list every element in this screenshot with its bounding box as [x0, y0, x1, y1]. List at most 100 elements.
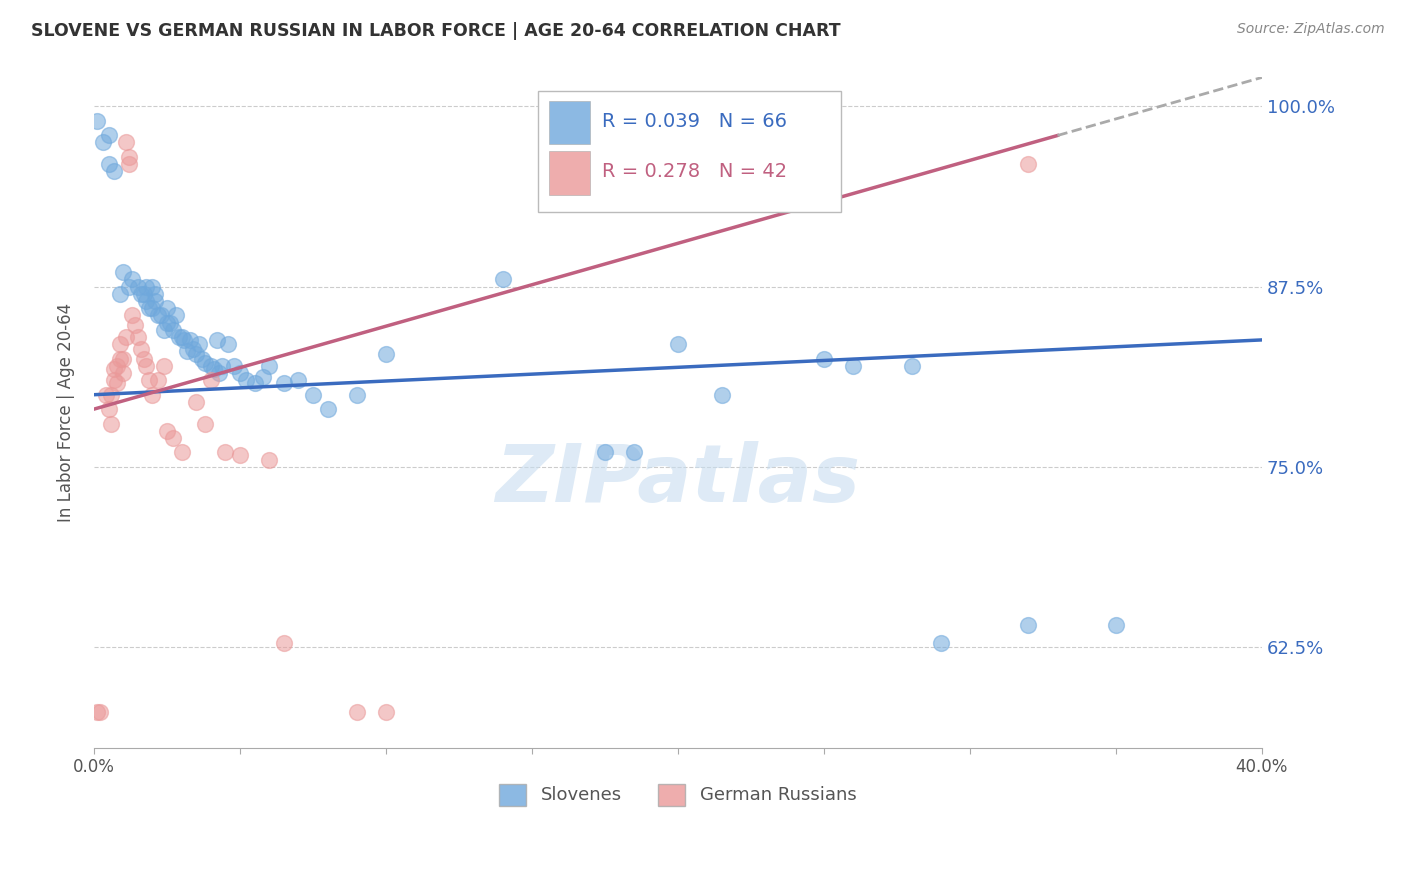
Point — [112, 351, 135, 366]
Text: Source: ZipAtlas.com: Source: ZipAtlas.com — [1237, 22, 1385, 37]
Point — [287, 373, 309, 387]
Point — [179, 333, 201, 347]
Point — [208, 366, 231, 380]
Point — [91, 136, 114, 150]
Bar — [550, 152, 591, 194]
Text: R = 0.278   N = 42: R = 0.278 N = 42 — [602, 161, 787, 181]
Point — [710, 388, 733, 402]
Point — [1105, 618, 1128, 632]
Point — [86, 705, 108, 719]
Point — [138, 373, 160, 387]
Point — [211, 359, 233, 373]
Point — [112, 366, 135, 380]
Point — [115, 330, 138, 344]
Point — [257, 359, 280, 373]
Point — [252, 370, 274, 384]
Y-axis label: In Labor Force | Age 20-64: In Labor Force | Age 20-64 — [58, 303, 75, 523]
Point — [97, 402, 120, 417]
Point — [132, 286, 155, 301]
Point — [273, 376, 295, 391]
Point — [346, 388, 368, 402]
Point — [159, 316, 181, 330]
Text: R = 0.039   N = 66: R = 0.039 N = 66 — [602, 112, 787, 130]
Point — [127, 279, 149, 293]
Point — [217, 337, 239, 351]
FancyBboxPatch shape — [537, 91, 841, 211]
Legend: Slovenes, German Russians: Slovenes, German Russians — [492, 776, 863, 813]
Point — [141, 388, 163, 402]
Point — [346, 705, 368, 719]
Point — [118, 157, 141, 171]
Point — [143, 286, 166, 301]
Point — [135, 293, 157, 308]
Point — [191, 351, 214, 366]
Point — [1017, 157, 1039, 171]
Point — [900, 359, 922, 373]
Point — [374, 347, 396, 361]
Point — [257, 452, 280, 467]
Point — [593, 445, 616, 459]
Point — [165, 309, 187, 323]
Point — [229, 366, 252, 380]
Point — [302, 388, 325, 402]
Point — [105, 359, 128, 373]
Point — [150, 309, 173, 323]
Point — [214, 445, 236, 459]
Point — [243, 376, 266, 391]
Point — [176, 344, 198, 359]
Point — [115, 136, 138, 150]
Point — [156, 424, 179, 438]
Point — [202, 361, 225, 376]
Point — [108, 351, 131, 366]
Point — [105, 376, 128, 391]
Point — [229, 448, 252, 462]
Point — [129, 286, 152, 301]
Point — [167, 330, 190, 344]
Point — [121, 272, 143, 286]
Point — [103, 373, 125, 387]
Point — [129, 342, 152, 356]
Point — [929, 636, 952, 650]
Bar — [550, 101, 591, 145]
Point — [273, 636, 295, 650]
Point — [205, 333, 228, 347]
Point — [1017, 618, 1039, 632]
Point — [184, 347, 207, 361]
Point — [121, 309, 143, 323]
Point — [162, 323, 184, 337]
Point — [141, 301, 163, 315]
Point — [146, 373, 169, 387]
Point — [652, 157, 675, 171]
Point — [124, 318, 146, 333]
Point — [194, 417, 217, 431]
Point — [89, 705, 111, 719]
Point — [316, 402, 339, 417]
Point — [181, 342, 204, 356]
Point — [194, 356, 217, 370]
Point — [153, 359, 176, 373]
Point — [813, 351, 835, 366]
Point — [170, 445, 193, 459]
Point — [156, 316, 179, 330]
Point — [100, 388, 122, 402]
Point — [97, 157, 120, 171]
Point — [138, 301, 160, 315]
Point — [374, 705, 396, 719]
Point — [132, 351, 155, 366]
Point — [103, 164, 125, 178]
Point — [112, 265, 135, 279]
Point — [153, 323, 176, 337]
Point — [97, 128, 120, 142]
Point — [118, 279, 141, 293]
Point — [143, 293, 166, 308]
Point — [127, 330, 149, 344]
Point — [170, 330, 193, 344]
Point — [118, 150, 141, 164]
Text: ZIPatlas: ZIPatlas — [495, 441, 860, 519]
Point — [141, 279, 163, 293]
Point — [86, 113, 108, 128]
Point — [162, 431, 184, 445]
Point — [156, 301, 179, 315]
Point — [222, 359, 245, 373]
Point — [146, 309, 169, 323]
